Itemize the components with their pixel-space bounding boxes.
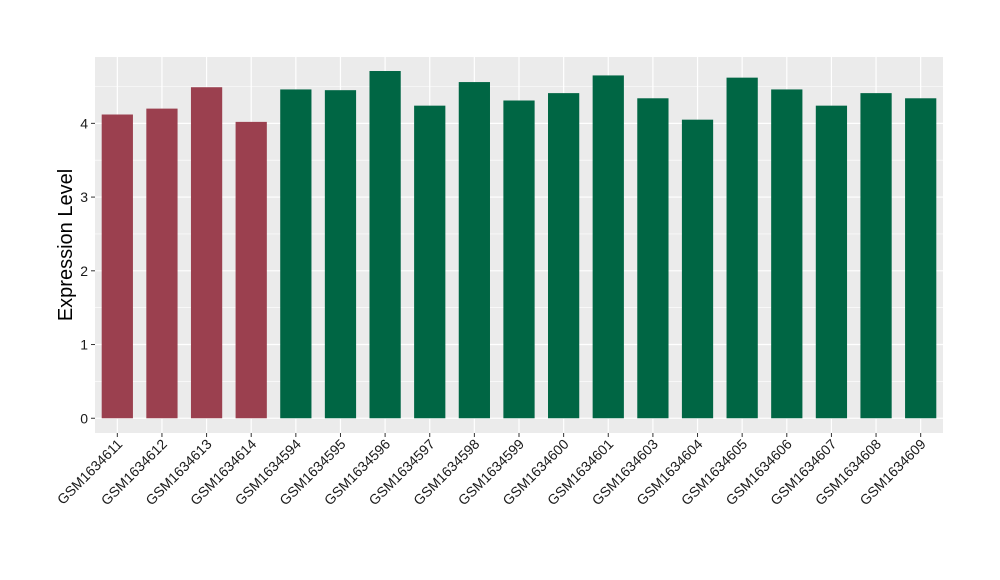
bar-GSM1634596 xyxy=(369,71,401,419)
y-tick-label: 2 xyxy=(80,263,88,279)
bar-GSM1634600 xyxy=(548,93,580,419)
y-tick-label: 0 xyxy=(80,410,88,426)
bar-GSM1634614 xyxy=(235,121,267,419)
x-axis: GSM1634611GSM1634612GSM1634613GSM1634614… xyxy=(54,433,929,508)
bar-GSM1634609 xyxy=(905,98,937,419)
bars xyxy=(101,71,937,419)
bar-GSM1634594 xyxy=(280,89,312,419)
bar-GSM1634612 xyxy=(146,108,178,419)
y-axis-title: Expression Level xyxy=(55,169,77,321)
bar-GSM1634608 xyxy=(860,93,892,419)
bar-GSM1634606 xyxy=(771,89,803,419)
bar-GSM1634611 xyxy=(101,114,133,419)
y-tick-label: 1 xyxy=(80,337,88,353)
bar-GSM1634599 xyxy=(503,100,535,419)
bar-GSM1634607 xyxy=(815,105,848,419)
bar-GSM1634603 xyxy=(637,98,669,419)
y-tick-label: 4 xyxy=(80,115,88,131)
bar-GSM1634613 xyxy=(190,87,223,419)
bar-GSM1634597 xyxy=(414,105,446,419)
y-tick-label: 3 xyxy=(80,189,88,205)
y-axis: 0 1 2 3 4 xyxy=(80,115,95,426)
bar-GSM1634598 xyxy=(458,82,490,419)
bar-GSM1634595 xyxy=(324,90,357,419)
bar-GSM1634604 xyxy=(681,119,714,419)
bar-GSM1634601 xyxy=(592,75,624,419)
bar-GSM1634605 xyxy=(726,77,758,419)
